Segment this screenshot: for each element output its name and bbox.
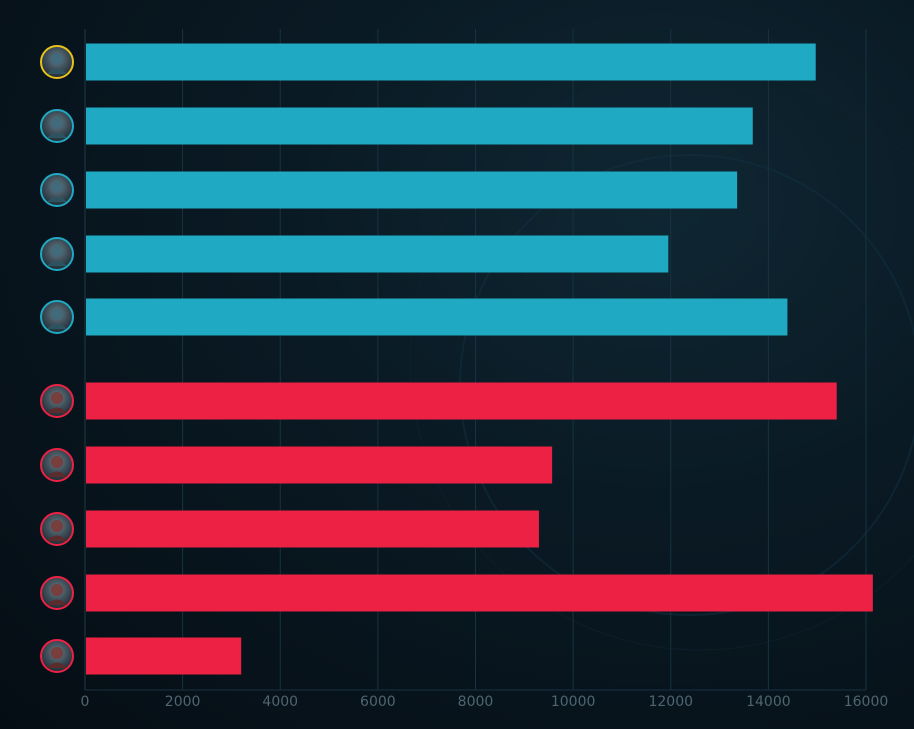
red-team-bar — [86, 510, 539, 548]
x-tick-label: 2000 — [165, 694, 201, 710]
x-tick-label: 0 — [81, 694, 90, 710]
champion-portrait-5-icon — [40, 300, 74, 334]
background-decoration — [409, 69, 914, 651]
champion-portrait-4-icon — [40, 237, 74, 271]
x-tick-label: 10000 — [551, 694, 596, 710]
red-team-bar — [86, 637, 242, 675]
champion-portrait-8-icon — [40, 512, 74, 546]
blue-team-bar — [86, 298, 788, 336]
champion-portrait-9-icon — [40, 576, 74, 610]
blue-team-bar — [86, 43, 816, 81]
red-team-bar — [86, 446, 553, 484]
champion-portrait-2-icon — [40, 109, 74, 143]
red-team-bar — [86, 382, 837, 420]
x-tick-labels: 0 2000 4000 6000 8000 10000 12000 14000 16000 — [81, 694, 889, 710]
red-team-bar — [86, 574, 873, 612]
champion-portrait-6-icon — [40, 384, 74, 418]
champion-portrait-10-icon — [40, 639, 74, 673]
x-tick-label: 6000 — [360, 694, 396, 710]
blue-team-bar — [86, 107, 753, 145]
x-tick-label: 16000 — [844, 694, 889, 710]
blue-team-bar — [86, 235, 669, 273]
champion-portrait-3-icon — [40, 173, 74, 207]
x-tick-label: 14000 — [746, 694, 791, 710]
x-tick-label: 4000 — [262, 694, 298, 710]
blue-team-bar — [86, 171, 738, 209]
x-tick-label: 8000 — [458, 694, 494, 710]
axes — [84, 29, 866, 691]
champion-portrait-7-icon — [40, 448, 74, 482]
x-tick-label: 12000 — [648, 694, 693, 710]
bars — [86, 43, 873, 675]
champion-portrait-1-icon — [40, 45, 74, 79]
row-portraits — [40, 45, 74, 673]
